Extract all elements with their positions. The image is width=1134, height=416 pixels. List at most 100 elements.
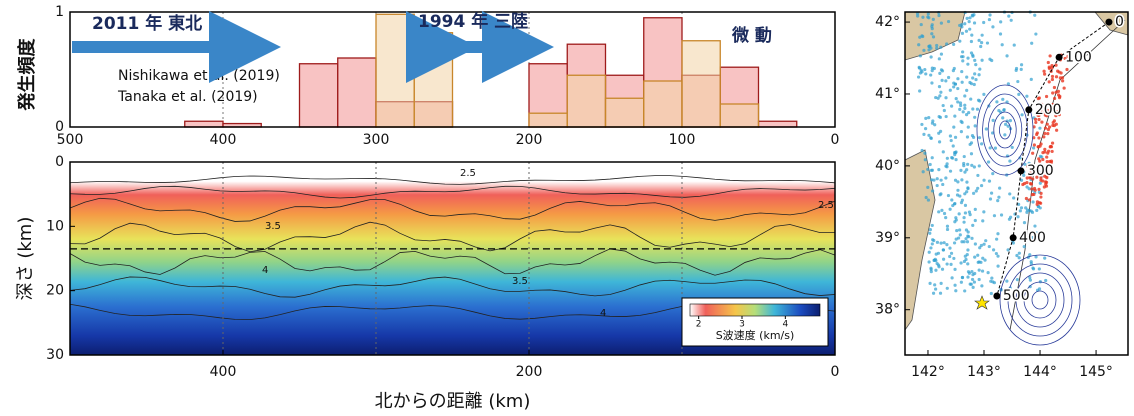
seismicity bbox=[920, 148, 924, 153]
tremor bbox=[1040, 120, 1044, 124]
contour-label: 3.5 bbox=[512, 276, 528, 287]
slip-contour bbox=[987, 102, 1023, 158]
seismicity bbox=[937, 210, 941, 214]
tremor bbox=[1037, 201, 1042, 205]
seismicity bbox=[930, 168, 935, 172]
seismicity bbox=[948, 88, 952, 92]
seismicity bbox=[918, 54, 922, 58]
profile-label: 500 bbox=[1003, 288, 1030, 304]
slip-contour bbox=[982, 93, 1028, 167]
seismicity bbox=[1019, 178, 1024, 182]
seismicity bbox=[919, 22, 923, 27]
seismicity bbox=[931, 238, 935, 242]
tremor bbox=[1066, 54, 1070, 59]
legend-label: Tanaka et al. (2019) bbox=[117, 89, 258, 105]
seismicity bbox=[1001, 97, 1005, 101]
slip-contour bbox=[999, 120, 1012, 140]
seismicity bbox=[928, 162, 932, 167]
seismicity bbox=[930, 24, 934, 29]
tremor bbox=[1046, 127, 1050, 132]
trench-profile bbox=[996, 21, 1110, 297]
seismicity bbox=[1025, 208, 1030, 212]
profile-label: 0 bbox=[1115, 14, 1124, 30]
seismicity bbox=[940, 267, 945, 271]
slip-contour bbox=[976, 84, 1034, 176]
seismicity bbox=[1005, 54, 1009, 58]
seismicity bbox=[1009, 18, 1013, 22]
seismicity bbox=[918, 89, 922, 93]
seismicity bbox=[919, 68, 923, 72]
seismicity bbox=[951, 144, 955, 148]
y-tick-label: 10 bbox=[46, 218, 64, 234]
seismicity bbox=[948, 246, 952, 250]
seismicity bbox=[959, 280, 963, 284]
seismicity bbox=[956, 188, 960, 192]
seismicity bbox=[934, 268, 938, 272]
tremor bbox=[1056, 109, 1060, 114]
seismicity bbox=[935, 177, 939, 181]
seismicity bbox=[1007, 217, 1012, 221]
seismicity bbox=[954, 237, 958, 241]
seismicity bbox=[998, 32, 1003, 36]
seismicity bbox=[974, 189, 978, 193]
y-tick-label: 0 bbox=[55, 119, 64, 135]
seismicity bbox=[1030, 235, 1035, 240]
slab-contour bbox=[1009, 19, 1126, 331]
tremor bbox=[1028, 176, 1032, 180]
seismicity bbox=[931, 35, 936, 39]
seismicity bbox=[969, 152, 974, 156]
seismicity bbox=[979, 243, 983, 248]
colorbar-tick-label: 4 bbox=[782, 320, 788, 330]
tremor bbox=[1041, 179, 1045, 183]
seismicity bbox=[962, 240, 966, 244]
seismicity bbox=[966, 248, 970, 252]
seismicity bbox=[971, 223, 975, 227]
seismicity bbox=[962, 220, 966, 224]
seismicity bbox=[1008, 192, 1012, 196]
tremor bbox=[1043, 131, 1047, 136]
seismicity bbox=[982, 242, 986, 246]
seismicity bbox=[1001, 116, 1005, 120]
seismicity bbox=[973, 124, 977, 128]
tremor bbox=[1030, 187, 1034, 191]
tremor bbox=[1061, 79, 1065, 83]
tremor bbox=[1043, 72, 1047, 76]
tremor bbox=[1027, 198, 1032, 202]
seismicity bbox=[936, 96, 940, 100]
seismicity bbox=[993, 146, 998, 150]
tremor bbox=[1050, 149, 1054, 154]
seismicity bbox=[958, 107, 962, 111]
seismicity bbox=[940, 69, 945, 73]
seismicity bbox=[942, 241, 946, 245]
seismicity bbox=[926, 12, 930, 16]
seismicity bbox=[1034, 231, 1039, 235]
y-tick-label: 41° bbox=[875, 86, 900, 102]
seismicity bbox=[972, 13, 976, 17]
histogram-panel: 500 400 300 200 100 0 0 1 Nishikawa et al. (2019… bbox=[16, 4, 839, 148]
seismicity bbox=[961, 55, 965, 59]
seismicity bbox=[939, 45, 943, 49]
seismicity bbox=[931, 291, 936, 295]
profile-point bbox=[1055, 53, 1063, 61]
tremor bbox=[1047, 80, 1051, 84]
seismicity bbox=[935, 240, 940, 244]
seismicity bbox=[984, 239, 988, 243]
tremor bbox=[1032, 171, 1036, 175]
seismicity bbox=[936, 263, 941, 267]
seismicity bbox=[966, 262, 970, 266]
seismicity bbox=[939, 129, 943, 133]
seismicity bbox=[966, 56, 970, 60]
seismicity bbox=[1016, 79, 1020, 84]
seismicity bbox=[972, 191, 976, 195]
tremor bbox=[1059, 71, 1063, 75]
tremor bbox=[1032, 143, 1036, 147]
seismicity bbox=[966, 275, 970, 279]
tremor bbox=[1039, 176, 1043, 180]
histogram-bar bbox=[528, 112, 568, 128]
seismicity bbox=[987, 17, 992, 22]
seismicity bbox=[991, 248, 996, 252]
y-tick-label: 39° bbox=[875, 230, 900, 246]
tremor bbox=[1045, 174, 1049, 178]
slip-contour bbox=[999, 254, 1081, 346]
seismicity bbox=[965, 16, 969, 20]
